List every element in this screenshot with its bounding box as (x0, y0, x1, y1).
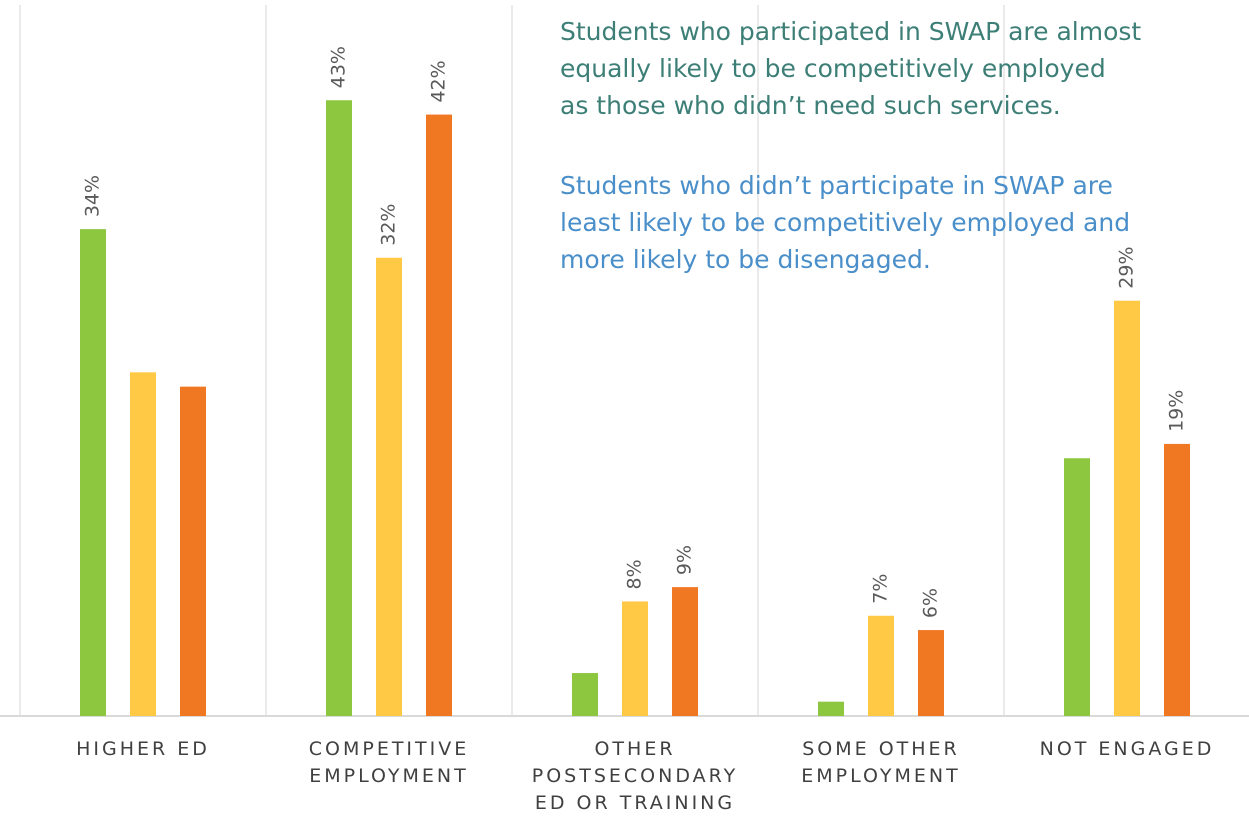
bar (1114, 300, 1140, 716)
data-label: 8% (624, 559, 646, 589)
bar (376, 257, 402, 716)
x-tick-label: SOME OTHER EMPLOYMENT (801, 738, 961, 787)
annotation: as those who didn’t need such services. (560, 91, 1061, 120)
data-label: 42% (428, 60, 450, 102)
x-tick-label: NOT ENGAGED (1039, 738, 1215, 760)
bar (80, 229, 106, 716)
data-label: 29% (1116, 246, 1138, 288)
bar (818, 701, 844, 716)
bar (1164, 443, 1190, 716)
data-label: 43% (328, 46, 350, 88)
annotation: least likely to be competitively employe… (560, 208, 1130, 237)
data-label: 32% (378, 204, 400, 246)
x-tick-label: OTHER POSTSECONDARY ED OR TRAINING (531, 738, 739, 814)
x-tick-label: HIGHER ED (76, 738, 210, 760)
x-tick-label: COMPETITIVE EMPLOYMENT (308, 738, 470, 787)
bar (426, 114, 452, 716)
bar (868, 615, 894, 716)
bar (622, 601, 648, 716)
data-label: 7% (870, 574, 892, 604)
annotation: more likely to be disengaged. (560, 245, 931, 274)
annotation: equally likely to be competitively emplo… (560, 54, 1106, 83)
bar (672, 587, 698, 716)
data-label: 6% (920, 588, 942, 618)
data-label: 34% (82, 175, 104, 217)
bar (572, 673, 598, 716)
bar (130, 372, 156, 716)
annotation: Students who participated in SWAP are al… (560, 17, 1141, 46)
data-label: 19% (1166, 390, 1188, 432)
bar (918, 630, 944, 716)
annotation: Students who didn’t participate in SWAP … (560, 171, 1113, 200)
bar (180, 386, 206, 716)
data-label: 9% (674, 545, 696, 575)
bar (326, 100, 352, 717)
bar (1064, 458, 1090, 716)
